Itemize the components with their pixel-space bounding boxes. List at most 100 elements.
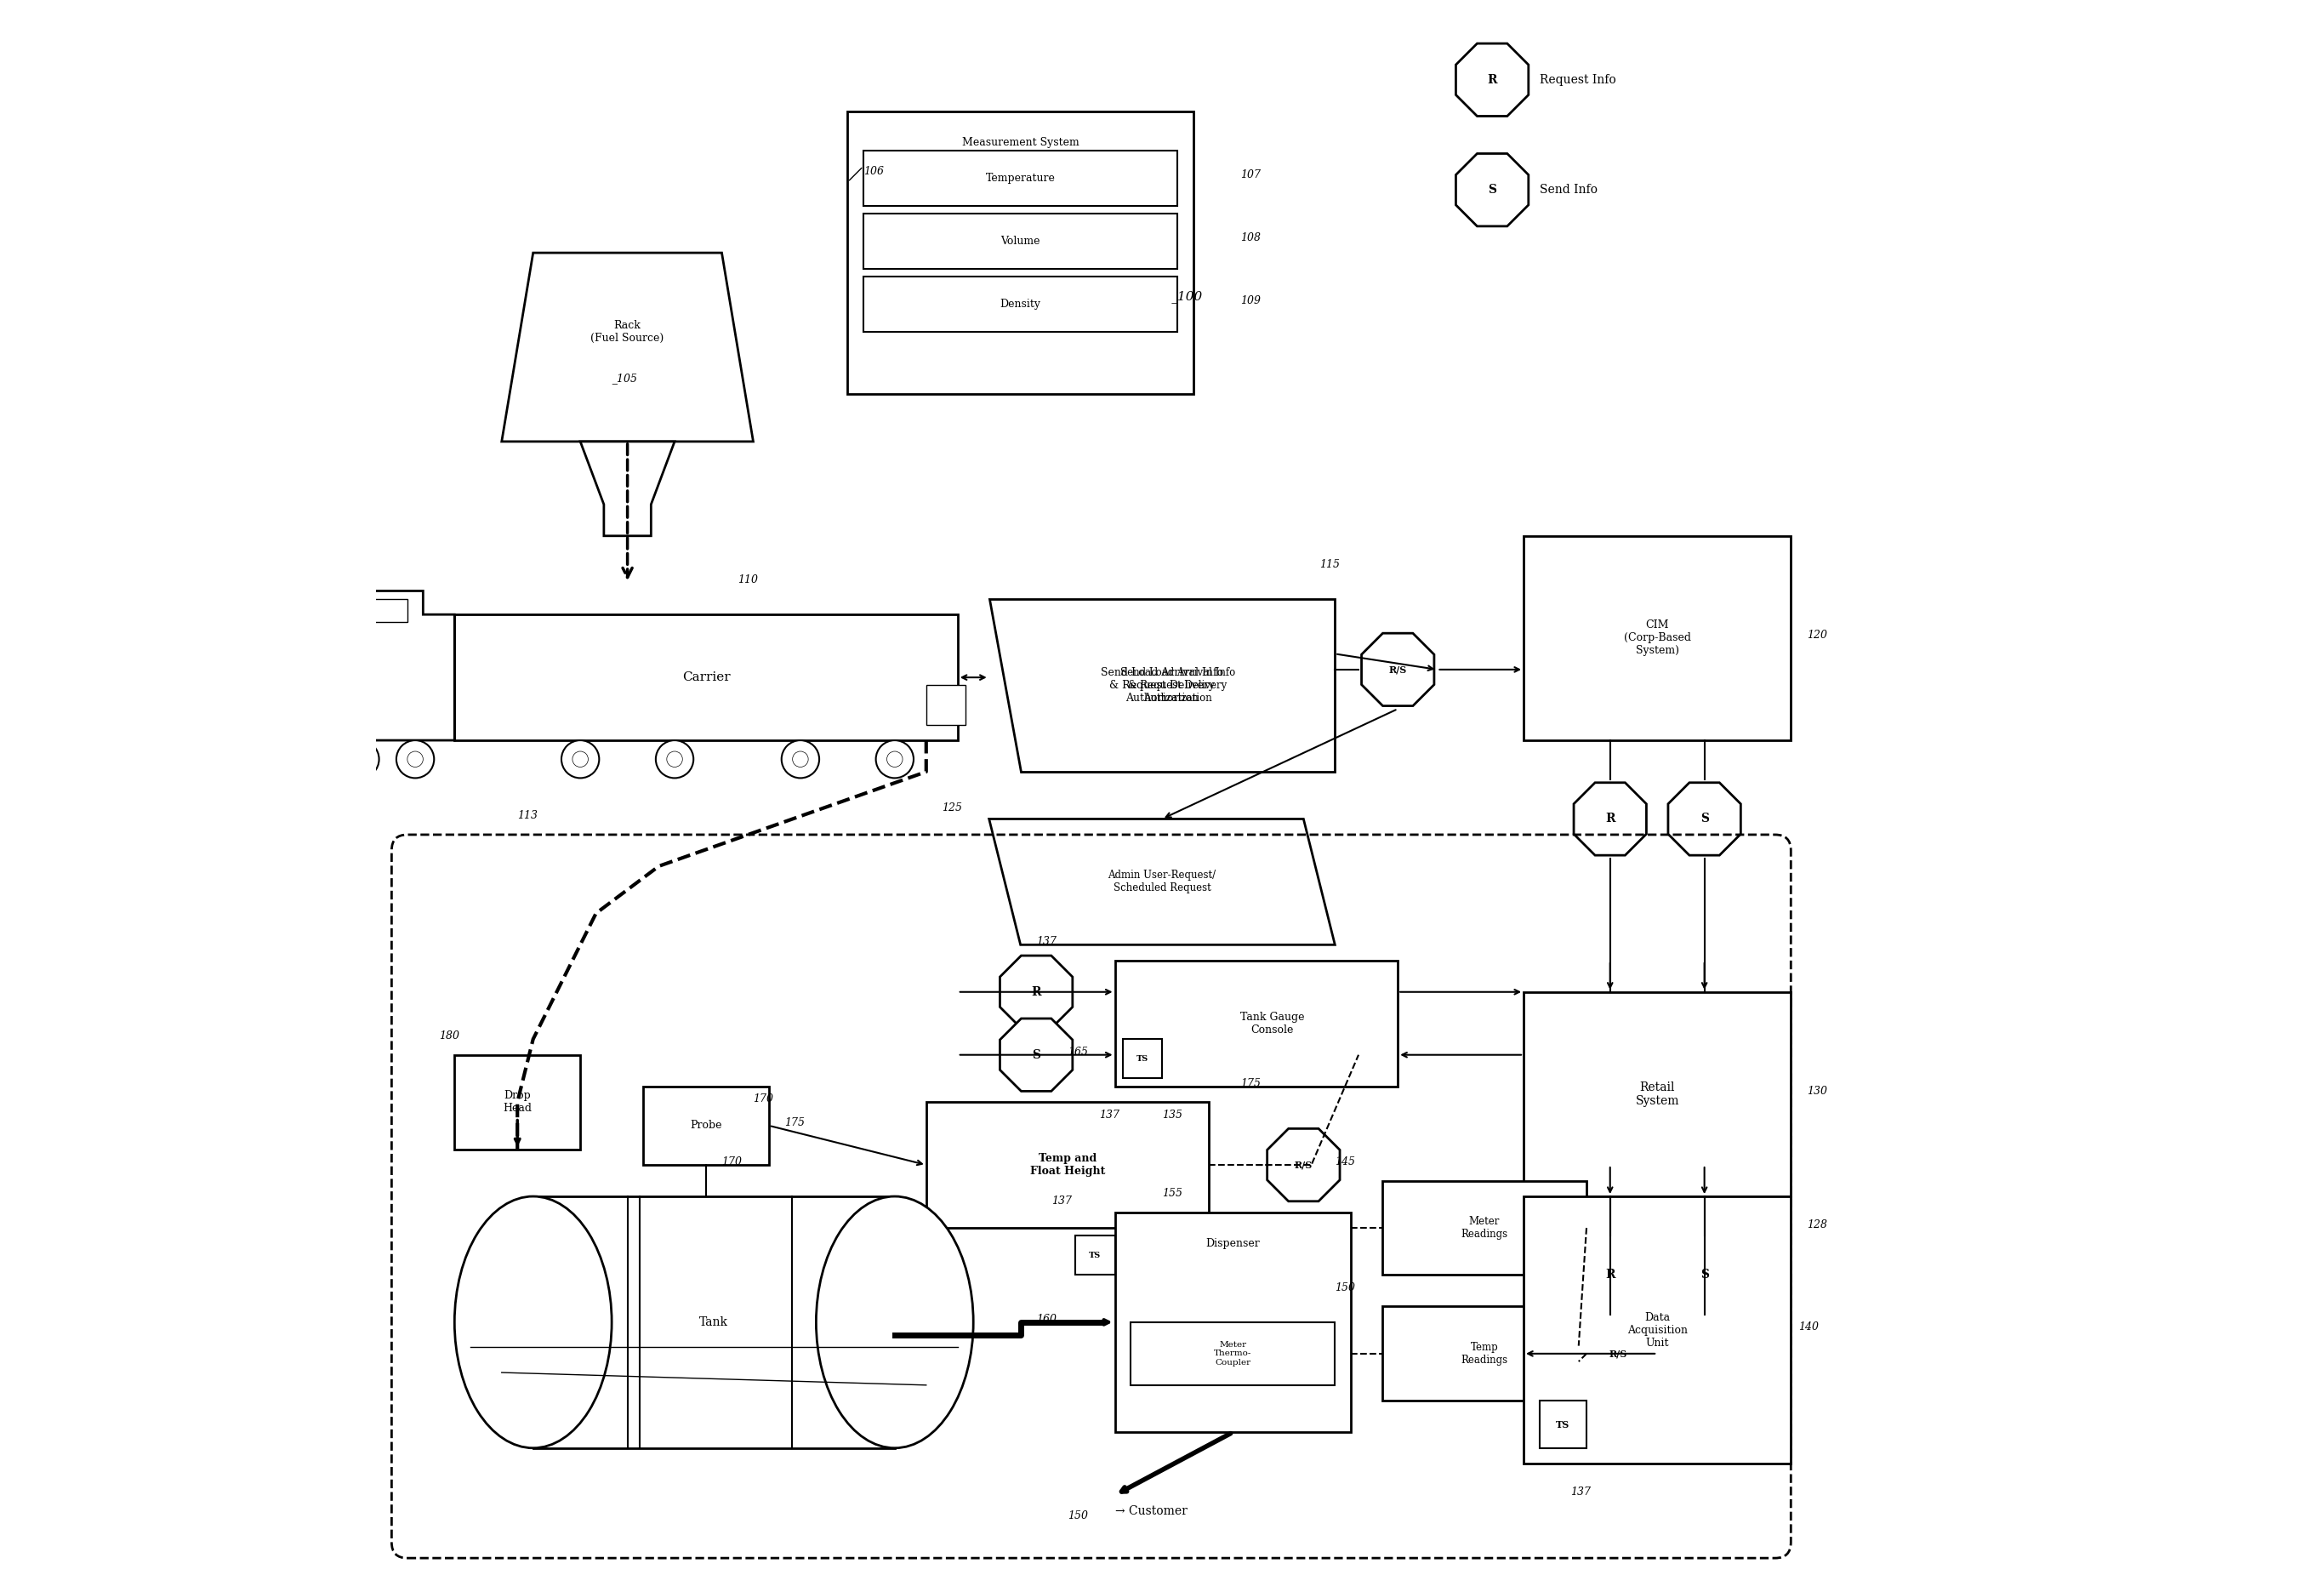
Text: TS: TS bbox=[1557, 1419, 1569, 1429]
Text: Meter
Readings: Meter Readings bbox=[1462, 1216, 1508, 1240]
Text: Request Info: Request Info bbox=[1538, 74, 1615, 85]
Text: 115: 115 bbox=[1320, 559, 1339, 570]
FancyBboxPatch shape bbox=[1525, 1197, 1792, 1463]
Text: R/S: R/S bbox=[1390, 665, 1406, 674]
Ellipse shape bbox=[456, 1197, 611, 1447]
FancyBboxPatch shape bbox=[848, 112, 1195, 394]
Ellipse shape bbox=[816, 1197, 974, 1447]
Text: Send Load Arrival Info
& Request Delivery
Authorization: Send Load Arrival Info & Request Deliver… bbox=[1102, 666, 1222, 704]
Text: Tank: Tank bbox=[700, 1317, 727, 1328]
Circle shape bbox=[888, 751, 902, 767]
FancyBboxPatch shape bbox=[862, 276, 1178, 331]
Text: 135: 135 bbox=[1162, 1109, 1183, 1120]
Text: 107: 107 bbox=[1241, 170, 1262, 181]
Text: Send Info: Send Info bbox=[1538, 184, 1597, 195]
Text: R: R bbox=[1606, 813, 1615, 825]
FancyBboxPatch shape bbox=[1525, 536, 1792, 740]
FancyBboxPatch shape bbox=[1383, 1181, 1587, 1276]
Text: 137: 137 bbox=[1571, 1487, 1592, 1498]
Polygon shape bbox=[990, 819, 1334, 945]
Polygon shape bbox=[1573, 783, 1645, 855]
Text: 106: 106 bbox=[862, 165, 883, 176]
Text: Rack
(Fuel Source): Rack (Fuel Source) bbox=[590, 320, 665, 343]
Polygon shape bbox=[1455, 44, 1529, 117]
Polygon shape bbox=[1455, 154, 1529, 227]
Text: 175: 175 bbox=[786, 1117, 804, 1128]
Text: ̲100: ̲100 bbox=[1178, 291, 1202, 304]
Text: 120: 120 bbox=[1806, 630, 1827, 641]
FancyBboxPatch shape bbox=[1116, 961, 1397, 1087]
Text: → Customer: → Customer bbox=[1116, 1506, 1188, 1517]
Text: 109: 109 bbox=[1241, 296, 1262, 307]
Text: TS: TS bbox=[1090, 1252, 1102, 1258]
FancyBboxPatch shape bbox=[862, 214, 1178, 268]
Text: 108: 108 bbox=[1241, 233, 1262, 244]
Text: TS: TS bbox=[1136, 1055, 1148, 1063]
Text: R: R bbox=[1606, 1269, 1615, 1280]
FancyBboxPatch shape bbox=[1538, 1400, 1587, 1447]
Circle shape bbox=[655, 740, 693, 778]
Text: Measurement System: Measurement System bbox=[962, 137, 1078, 148]
Text: 170: 170 bbox=[753, 1093, 774, 1104]
Circle shape bbox=[353, 751, 367, 767]
Text: Send Load Arrival Info
& Request Delivery
Authorization: Send Load Arrival Info & Request Deliver… bbox=[1120, 666, 1236, 704]
Polygon shape bbox=[1583, 1317, 1655, 1391]
Text: 137: 137 bbox=[1037, 936, 1057, 947]
Text: Carrier: Carrier bbox=[681, 671, 730, 684]
Polygon shape bbox=[999, 1019, 1074, 1091]
Circle shape bbox=[876, 740, 913, 778]
Text: Temp and
Float Height: Temp and Float Height bbox=[1030, 1153, 1106, 1177]
Text: Drop
Head: Drop Head bbox=[502, 1090, 532, 1114]
Polygon shape bbox=[502, 254, 753, 441]
Text: R/S: R/S bbox=[1294, 1161, 1313, 1170]
Text: 150: 150 bbox=[1067, 1510, 1088, 1521]
Text: Density: Density bbox=[999, 298, 1041, 309]
Text: R/S: R/S bbox=[1608, 1348, 1627, 1358]
FancyBboxPatch shape bbox=[862, 151, 1178, 206]
Polygon shape bbox=[328, 591, 456, 740]
Polygon shape bbox=[581, 441, 674, 536]
Text: S: S bbox=[1701, 1269, 1708, 1280]
Text: 125: 125 bbox=[941, 803, 962, 814]
FancyBboxPatch shape bbox=[456, 614, 957, 740]
Text: 110: 110 bbox=[737, 575, 758, 586]
Text: Temperature: Temperature bbox=[985, 173, 1055, 184]
Polygon shape bbox=[1267, 1129, 1341, 1202]
Text: 170: 170 bbox=[723, 1156, 741, 1167]
Text: Volume: Volume bbox=[1002, 236, 1041, 247]
Text: 130: 130 bbox=[1806, 1085, 1827, 1096]
Text: Dispenser: Dispenser bbox=[1206, 1238, 1260, 1249]
Text: Meter
Thermo-
Coupler: Meter Thermo- Coupler bbox=[1213, 1340, 1253, 1367]
Text: Tank Gauge
Console: Tank Gauge Console bbox=[1241, 1011, 1304, 1035]
Text: S: S bbox=[1032, 1049, 1041, 1062]
FancyBboxPatch shape bbox=[532, 1197, 895, 1447]
Text: 128: 128 bbox=[1806, 1219, 1827, 1230]
Circle shape bbox=[572, 751, 588, 767]
FancyBboxPatch shape bbox=[1525, 992, 1792, 1197]
Polygon shape bbox=[1669, 783, 1741, 855]
Text: Admin User-Request/
Scheduled Request: Admin User-Request/ Scheduled Request bbox=[1109, 869, 1215, 893]
Text: 180: 180 bbox=[439, 1030, 460, 1041]
Polygon shape bbox=[999, 956, 1074, 1028]
FancyBboxPatch shape bbox=[1116, 1213, 1350, 1432]
Polygon shape bbox=[1573, 1238, 1645, 1312]
Text: S: S bbox=[1487, 184, 1497, 195]
FancyBboxPatch shape bbox=[1129, 1321, 1334, 1384]
Circle shape bbox=[781, 740, 820, 778]
Circle shape bbox=[792, 751, 809, 767]
Text: CIM
(Corp-Based
System): CIM (Corp-Based System) bbox=[1624, 621, 1692, 657]
Text: R: R bbox=[1032, 986, 1041, 999]
Text: Retail
System: Retail System bbox=[1636, 1082, 1680, 1107]
Text: 155: 155 bbox=[1162, 1188, 1183, 1199]
FancyBboxPatch shape bbox=[456, 1055, 581, 1150]
Text: 140: 140 bbox=[1799, 1321, 1820, 1332]
Text: 160: 160 bbox=[1037, 1314, 1057, 1325]
Text: Data
Acquisition
Unit: Data Acquisition Unit bbox=[1627, 1312, 1687, 1348]
Text: 137: 137 bbox=[1099, 1109, 1120, 1120]
Text: Temp
Readings: Temp Readings bbox=[1462, 1342, 1508, 1366]
Polygon shape bbox=[344, 598, 407, 622]
Circle shape bbox=[397, 740, 435, 778]
FancyBboxPatch shape bbox=[644, 1087, 769, 1166]
Circle shape bbox=[562, 740, 600, 778]
Text: Probe: Probe bbox=[690, 1120, 723, 1131]
